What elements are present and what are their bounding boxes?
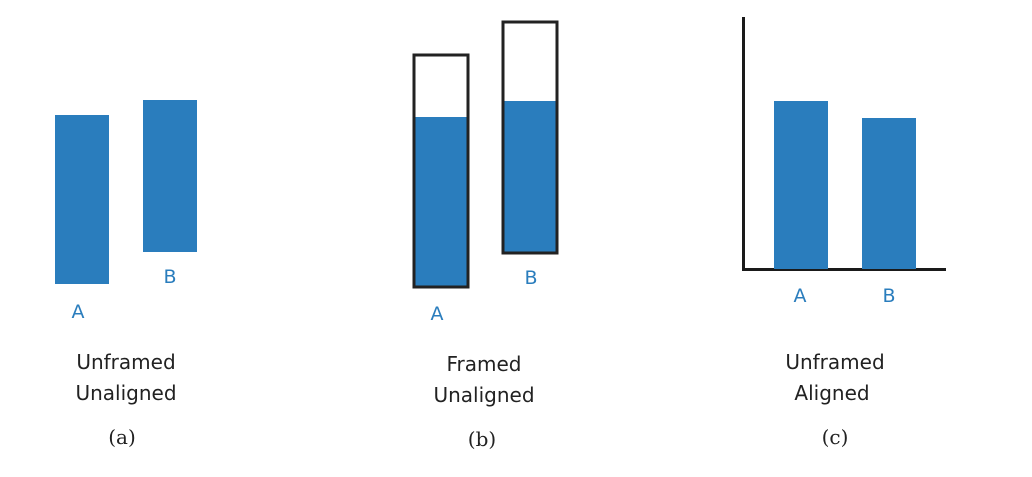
panel-a-bar-a — [55, 115, 109, 284]
panel-b-label-a: A — [431, 303, 444, 325]
panel-b-caption-line2: Unaligned — [433, 383, 534, 407]
panel-b-frame-b — [501, 20, 559, 255]
panel-c-caption-line1: Unframed — [785, 350, 884, 374]
panel-a-bar-b — [143, 100, 197, 252]
panel-b-label-b: B — [524, 267, 537, 289]
panel-c: A B Unframed Aligned (c) — [742, 17, 946, 449]
panel-b-bar-a — [414, 117, 468, 287]
panel-c-label-a: A — [794, 285, 807, 307]
panel-b-frame-a — [412, 53, 470, 289]
panel-b-letter: (b) — [468, 427, 496, 451]
panel-c-bar-b — [862, 118, 916, 269]
panel-b: A B Framed Unaligned (b) — [412, 20, 559, 451]
panel-c-label-b: B — [882, 285, 895, 307]
panel-a: A B Unframed Unaligned (a) — [55, 100, 197, 449]
panel-a-letter: (a) — [108, 425, 136, 449]
panel-a-label-a: A — [72, 301, 85, 323]
panel-c-caption-line2: Aligned — [794, 381, 869, 405]
panel-a-label-b: B — [163, 266, 176, 288]
panel-b-bar-b — [503, 101, 557, 253]
panel-a-caption-line1: Unframed — [76, 350, 175, 374]
panel-b-caption-line1: Framed — [446, 352, 521, 376]
panel-c-letter: (c) — [822, 425, 849, 449]
panel-c-bar-a — [774, 101, 828, 269]
panel-a-caption-line2: Unaligned — [75, 381, 176, 405]
